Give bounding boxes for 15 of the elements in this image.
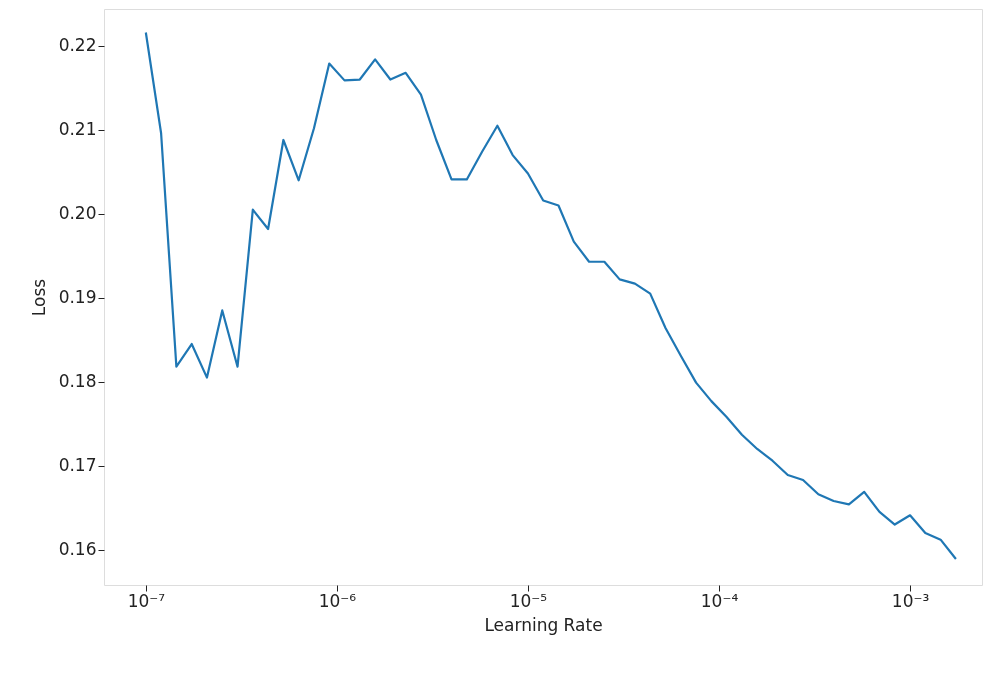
x-tick-label: 10⁻⁷	[127, 590, 166, 611]
x-tick-label: 10⁻⁶	[318, 590, 357, 611]
y-tick-label: 0.19	[58, 287, 97, 308]
y-tick-label: 0.21	[58, 119, 97, 140]
x-tick-label: 10⁻⁴	[700, 590, 739, 611]
y-tick-label: 0.22	[58, 35, 97, 56]
y-tick-label: 0.17	[58, 455, 97, 476]
y-tick-label: 0.16	[58, 539, 97, 560]
y-axis-title: Loss	[28, 278, 49, 317]
y-tick-label: 0.20	[58, 203, 97, 224]
x-tick-label: 10⁻⁵	[509, 590, 548, 611]
x-tick-label: 10⁻³	[891, 590, 930, 611]
line-series	[144, 31, 958, 561]
y-tick-label: 0.18	[58, 371, 97, 392]
x-axis-title: Learning Rate	[484, 614, 603, 635]
